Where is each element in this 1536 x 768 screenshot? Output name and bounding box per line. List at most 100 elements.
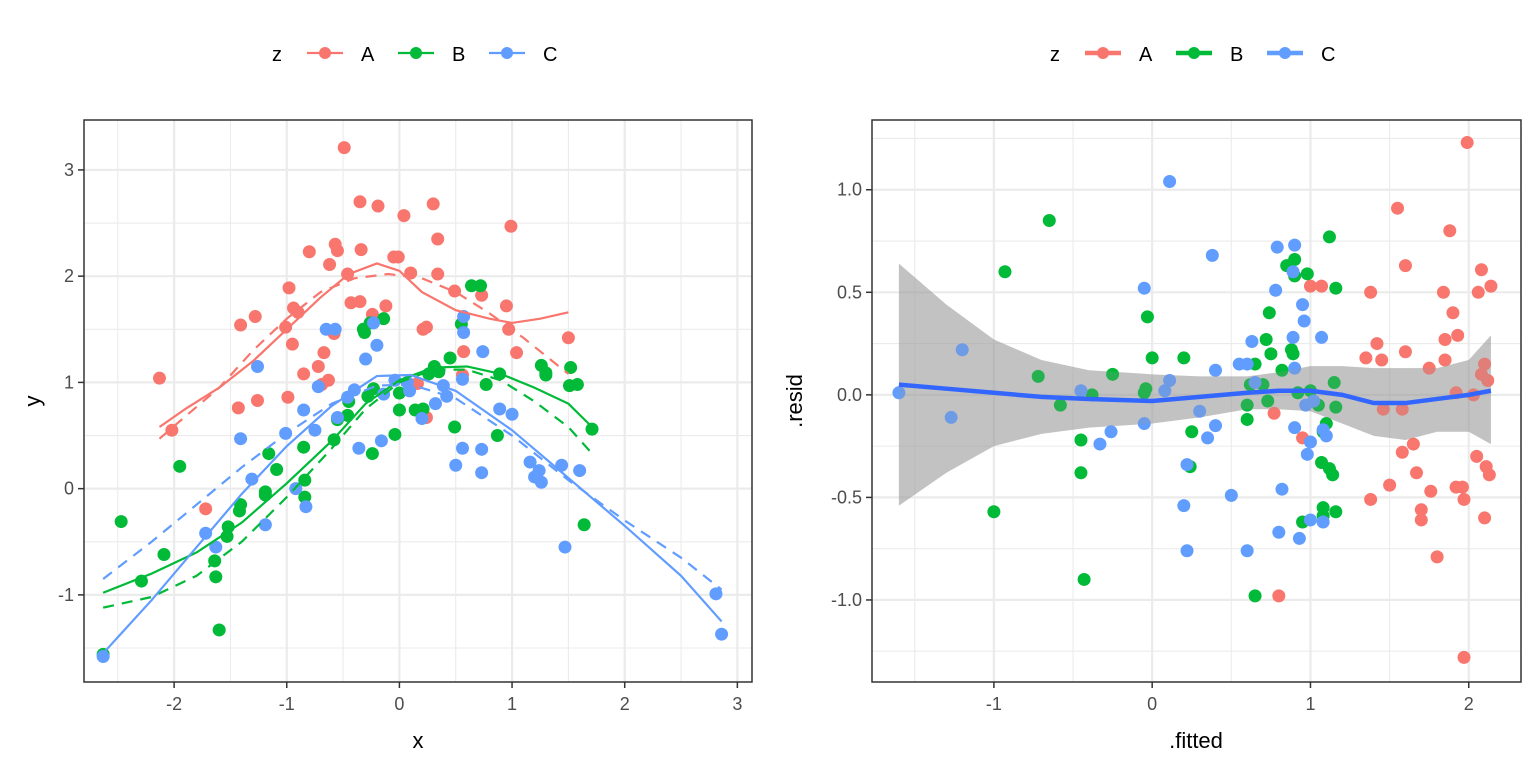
point-B bbox=[577, 518, 591, 532]
point-C bbox=[1245, 335, 1259, 349]
y-axis-title-left: y bbox=[20, 396, 45, 407]
y-tick-label: 1 bbox=[64, 372, 74, 392]
legend-title: z bbox=[1050, 44, 1060, 66]
point-A bbox=[504, 219, 518, 233]
point-B bbox=[1262, 306, 1276, 320]
point-C bbox=[258, 518, 272, 532]
point-C bbox=[1208, 419, 1222, 433]
point-C bbox=[1163, 373, 1177, 387]
x-tick-label: 1 bbox=[507, 694, 517, 714]
point-B bbox=[209, 570, 223, 584]
point-C bbox=[573, 464, 587, 478]
point-B bbox=[1326, 468, 1340, 482]
point-C bbox=[493, 402, 507, 416]
point-C bbox=[1286, 330, 1300, 344]
smooth-line-C-dashed bbox=[102, 383, 723, 591]
point-A bbox=[391, 250, 405, 264]
confidence-band-overlay bbox=[898, 263, 1491, 506]
point-A bbox=[448, 284, 462, 298]
point-B bbox=[1286, 347, 1300, 361]
point-A bbox=[1422, 361, 1436, 375]
smooth-line-A-dashed bbox=[158, 272, 570, 440]
legend-key-point bbox=[501, 47, 513, 59]
point-C bbox=[709, 587, 723, 601]
point-A bbox=[1370, 337, 1384, 351]
point-C bbox=[457, 325, 471, 339]
point-C bbox=[1201, 431, 1215, 445]
point-A bbox=[1446, 306, 1460, 320]
y-tick-label: 0.5 bbox=[837, 282, 862, 302]
point-B bbox=[585, 422, 599, 436]
point-A bbox=[1395, 402, 1409, 416]
point-B bbox=[443, 351, 457, 365]
legend-key-point bbox=[410, 47, 422, 59]
point-A bbox=[1272, 589, 1286, 603]
point-B bbox=[367, 382, 381, 396]
point-A bbox=[379, 299, 393, 313]
point-B bbox=[392, 386, 406, 400]
point-C bbox=[1240, 544, 1254, 558]
point-C bbox=[297, 403, 311, 417]
panel-border bbox=[83, 119, 753, 683]
point-B bbox=[258, 485, 272, 499]
point-A bbox=[1364, 492, 1378, 506]
point-A bbox=[285, 337, 299, 351]
point-B bbox=[1031, 369, 1045, 383]
point-A bbox=[354, 243, 368, 257]
point-B bbox=[1106, 367, 1120, 381]
point-C bbox=[1104, 425, 1118, 439]
legend-label: A bbox=[1139, 44, 1153, 66]
y-tick-label: -1 bbox=[58, 585, 74, 605]
legend-label: C bbox=[543, 44, 557, 66]
point-C bbox=[1177, 499, 1191, 513]
point-A bbox=[1460, 136, 1474, 150]
point-A bbox=[475, 288, 489, 302]
point-B bbox=[1053, 398, 1067, 412]
point-A bbox=[510, 346, 524, 360]
point-A bbox=[250, 393, 264, 407]
legend-entry-A: A bbox=[307, 44, 375, 66]
point-A bbox=[1410, 466, 1424, 480]
point-A bbox=[330, 244, 344, 258]
smooth-line-B-solid bbox=[102, 365, 593, 594]
point-C bbox=[199, 526, 213, 540]
point-C bbox=[1180, 544, 1194, 558]
point-B bbox=[1240, 412, 1254, 426]
point-A bbox=[1481, 373, 1495, 387]
point-B bbox=[357, 325, 371, 339]
point-B bbox=[298, 490, 312, 504]
point-C bbox=[1158, 384, 1172, 398]
point-A bbox=[234, 318, 248, 332]
y-tick-label: 0 bbox=[64, 479, 74, 499]
point-C bbox=[234, 432, 248, 446]
point-C bbox=[892, 386, 906, 400]
point-C bbox=[1288, 238, 1302, 252]
point-C bbox=[319, 322, 333, 336]
point-B bbox=[465, 279, 479, 293]
point-C bbox=[505, 407, 519, 421]
point-C bbox=[370, 338, 384, 352]
point-B bbox=[987, 505, 1001, 519]
point-B bbox=[262, 447, 276, 461]
point-C bbox=[1240, 357, 1254, 371]
point-C bbox=[1224, 488, 1238, 502]
point-B bbox=[1185, 425, 1199, 439]
point-C bbox=[944, 410, 958, 424]
x-tick-label: 2 bbox=[620, 694, 630, 714]
point-B bbox=[157, 548, 171, 562]
point-C bbox=[1292, 531, 1306, 545]
point-A bbox=[1303, 279, 1317, 293]
point-A bbox=[281, 390, 295, 404]
smooth-line-C-solid bbox=[102, 373, 723, 655]
point-B bbox=[1329, 505, 1343, 519]
point-C bbox=[299, 500, 313, 514]
point-A bbox=[499, 299, 513, 313]
point-A bbox=[1395, 445, 1409, 459]
point-A bbox=[353, 295, 367, 309]
point-A bbox=[1375, 353, 1389, 367]
point-A bbox=[1430, 550, 1444, 564]
point-C bbox=[1303, 513, 1317, 527]
point-B bbox=[1300, 267, 1314, 281]
x-tick-label: 2 bbox=[1464, 694, 1474, 714]
point-B bbox=[297, 440, 311, 454]
